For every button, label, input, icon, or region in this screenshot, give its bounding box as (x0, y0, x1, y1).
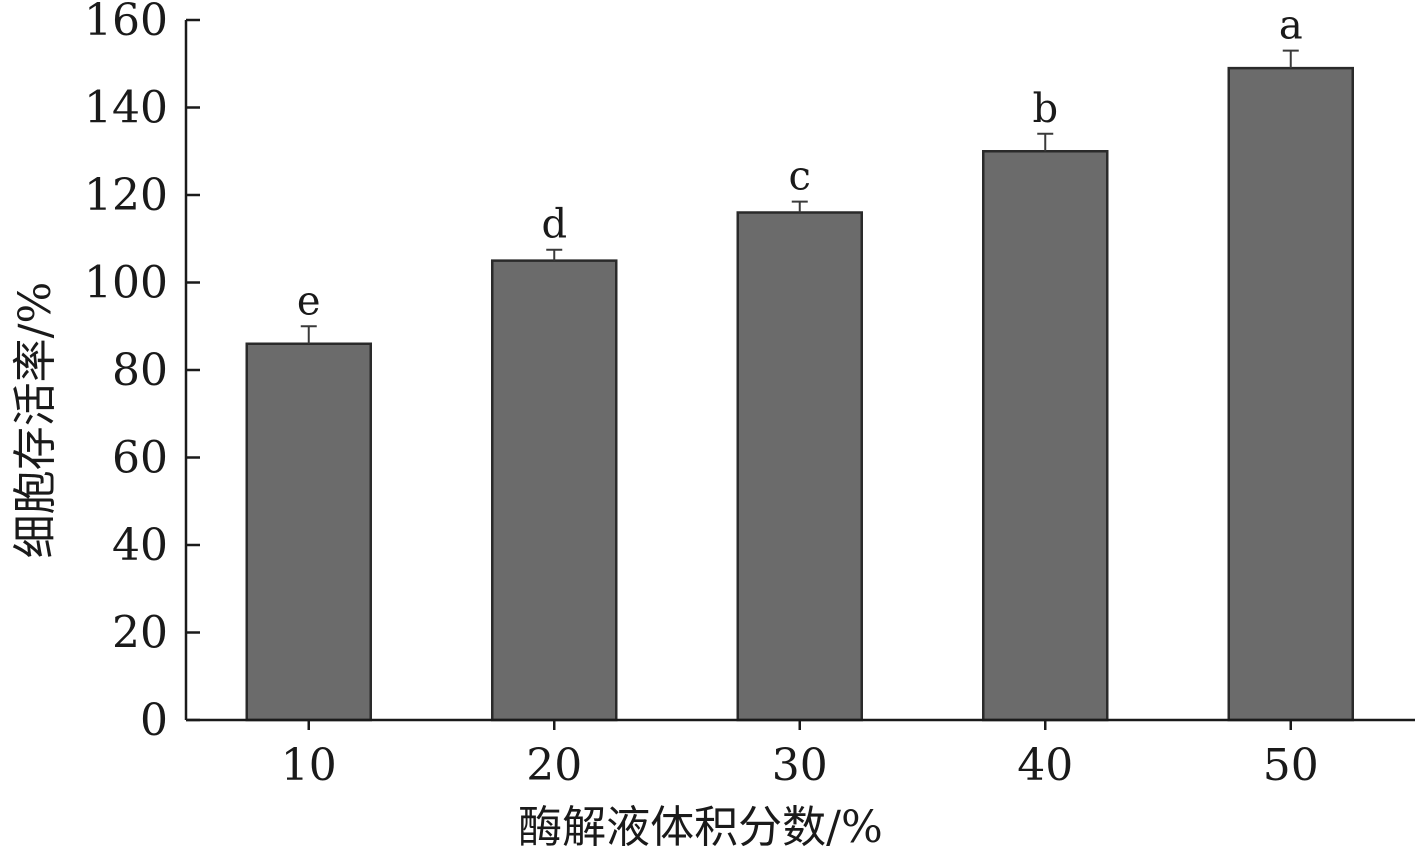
y-ticks: 0 20 40 60 80 100 120 140 160 (84, 0, 200, 746)
bar-50 (1227, 66, 1354, 722)
y-tick-label: 80 (112, 345, 168, 396)
y-tick-label: 140 (84, 83, 168, 134)
error-bar-40 (1037, 132, 1054, 152)
error-bar-10 (300, 325, 317, 344)
significance-letter-40: b (1032, 86, 1058, 132)
x-tick-label: 40 (1017, 740, 1073, 791)
x-tick-label: 30 (772, 740, 828, 791)
significance-letter-50: a (1279, 3, 1303, 49)
bar-40 (982, 150, 1109, 722)
significance-letters-layer: e d c b a (297, 3, 1303, 325)
bar-10 (245, 342, 372, 722)
error-bars-layer (300, 49, 1299, 344)
y-axis-title: 细胞存活率/% (10, 282, 61, 559)
x-tick-label: 20 (526, 740, 582, 791)
x-axis-title: 酶解液体积分数/% (518, 802, 883, 853)
significance-letter-20: d (541, 202, 567, 248)
y-tick-label: 120 (84, 170, 168, 221)
y-tick-label: 60 (112, 433, 168, 484)
y-tick-label: 20 (112, 608, 168, 659)
x-tick-label: 10 (281, 740, 337, 791)
significance-letter-10: e (297, 278, 321, 324)
y-tick-label: 40 (112, 520, 168, 571)
bar-30 (736, 211, 863, 722)
x-tick-label: 50 (1263, 740, 1319, 791)
significance-letter-30: c (789, 154, 811, 200)
y-tick-label: 0 (140, 695, 168, 746)
error-bar-20 (546, 248, 563, 261)
error-bar-30 (791, 200, 808, 213)
y-tick-label: 160 (84, 0, 168, 46)
y-tick-label: 100 (84, 258, 168, 309)
x-ticks: 10 20 30 40 50 (281, 720, 1319, 791)
error-bar-50 (1282, 49, 1299, 69)
bar-20 (491, 259, 618, 722)
